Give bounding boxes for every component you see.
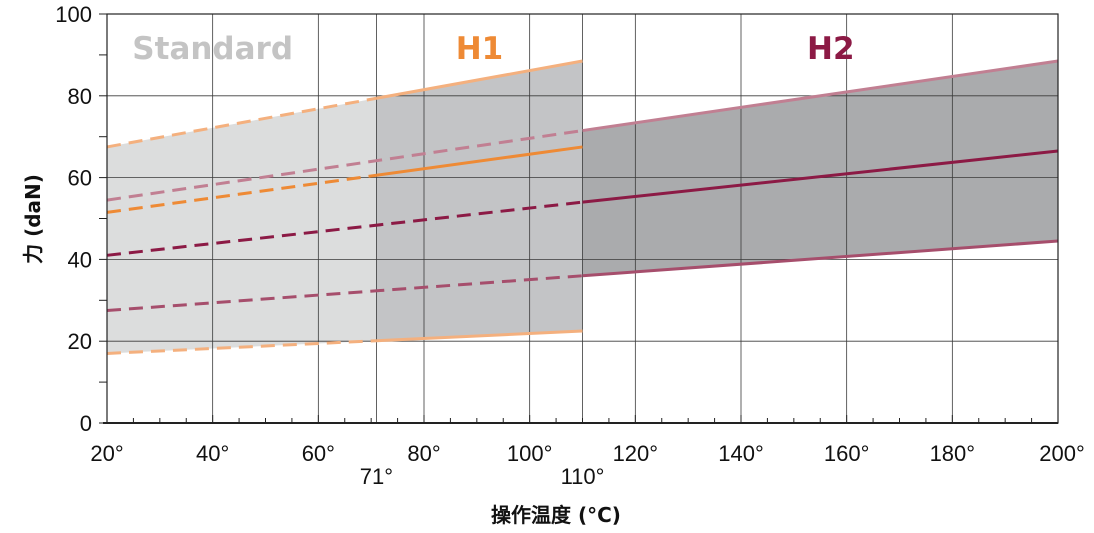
series-h1-lower-solid — [376, 329, 583, 343]
operating-bands — [107, 61, 1058, 354]
band-label-standard: Standard — [132, 31, 293, 67]
band-label-h1: H1 — [456, 31, 504, 67]
series-h2-upper-dashed — [106, 129, 583, 202]
force-series-lines — [106, 59, 1059, 355]
y-tick-label: 60 — [68, 166, 92, 191]
band-standard — [107, 98, 377, 354]
x-tick-label: 110° — [561, 464, 605, 489]
y-tick-label: 20 — [68, 329, 92, 354]
band-h1 — [376, 61, 583, 341]
x-tick-label: 80° — [407, 441, 440, 466]
series-h1-nominal-solid — [376, 145, 583, 177]
x-tick-label: 140° — [718, 441, 764, 466]
x-axis-title: 操作温度 (°C) — [491, 503, 621, 527]
axes — [99, 13, 1059, 424]
x-tick-label: 100° — [507, 441, 553, 466]
series-h2-upper-solid — [582, 59, 1059, 133]
tick-labels: 20° 40° 60° 71° 80° 100° 110° 120° 140° 160° 180° 2… — [55, 2, 1084, 489]
x-tick-label: 40° — [196, 441, 229, 466]
y-tick-label: 100 — [55, 2, 92, 27]
series-h1-lower-dashed — [106, 339, 377, 355]
x-tick-label: 71° — [360, 464, 393, 489]
y-tick-label: 40 — [68, 247, 92, 272]
series-h1-upper-solid — [376, 59, 583, 100]
band-h2 — [582, 61, 1058, 276]
x-tick-label: 180° — [930, 441, 976, 466]
band-labels: Standard H1 H2 — [132, 31, 854, 67]
x-tick-label: 200° — [1039, 441, 1085, 466]
y-tick-label: 0 — [80, 411, 92, 436]
x-tick-label: 160° — [824, 441, 870, 466]
series-h1-upper-dashed — [106, 96, 377, 149]
y-axis-title: 力 (daN) — [21, 174, 45, 264]
x-tick-label: 120° — [613, 441, 659, 466]
series-h1-nominal-dashed — [106, 173, 377, 214]
series-h2-nominal-dashed — [106, 200, 583, 257]
band-label-h2: H2 — [807, 31, 855, 67]
x-tick-label: 20° — [90, 441, 123, 466]
x-tick-label: 60° — [302, 441, 335, 466]
series-h2-lower-solid — [582, 239, 1059, 278]
y-tick-label: 80 — [68, 84, 92, 109]
series-h2-lower-dashed — [106, 274, 583, 313]
series-h2-nominal-solid — [582, 149, 1059, 204]
